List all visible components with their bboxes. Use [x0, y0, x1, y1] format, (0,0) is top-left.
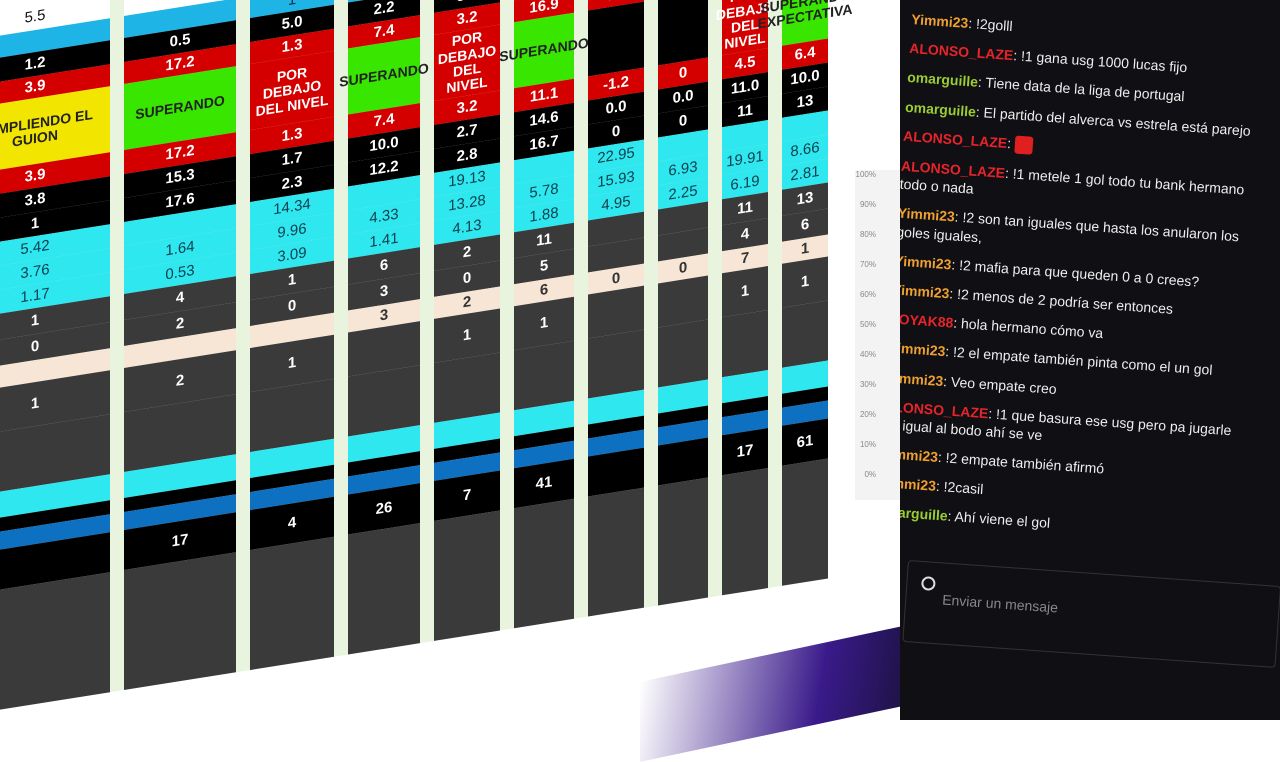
chat-text: !2 mafia para que queden 0 a 0 crees?	[959, 257, 1200, 290]
sheet-column: 0.05.519.94.8POR DEBAJO DEL NIVEL4.511.0…	[722, 0, 768, 595]
chat-username: omarguille	[907, 69, 979, 90]
chat-text: Tiene data de la liga de portugal	[985, 75, 1185, 105]
status-cell	[588, 2, 644, 77]
cell	[124, 552, 236, 690]
cell	[588, 488, 644, 617]
cell	[250, 537, 334, 670]
chat-username: Yimmi23	[900, 340, 946, 360]
status-cell: SUPERANDO	[348, 37, 420, 114]
cell	[658, 320, 708, 388]
chat-username: TOYAK88	[900, 310, 954, 330]
chat-username: ALONSO_LAZE	[903, 127, 1008, 150]
chat-text: hola hermano cómo va	[961, 315, 1104, 341]
cell	[782, 301, 828, 368]
chat-input[interactable]: Enviar un mensaje	[902, 560, 1280, 668]
chat-text: !2casil	[943, 479, 984, 498]
status-cell: SUPERANDO	[514, 13, 574, 89]
chat-username: Yimmi23	[900, 474, 936, 494]
screen: {"sheet":{ "upper_rows":[ ["0.0","0.0","…	[0, 0, 1280, 720]
cell	[434, 510, 500, 640]
chat-username: ALONSO_LAZE	[909, 40, 1014, 63]
axis-label: 60%	[855, 290, 900, 320]
status-cell	[658, 0, 708, 65]
chat-text: Veo empate creo	[951, 373, 1058, 396]
cell	[434, 352, 500, 422]
axis-label: 30%	[855, 380, 900, 410]
chat-text: !1 gana usg 1000 lucas fijo	[1021, 48, 1188, 76]
cell	[588, 330, 644, 399]
chat-text: !2golll	[976, 16, 1014, 35]
cell	[348, 523, 420, 654]
status-cell: POR DEBAJO DEL NIVEL	[434, 24, 500, 100]
chat-username: Yimmi23	[900, 369, 944, 389]
cell	[514, 499, 574, 629]
chat-username: Yimmi23	[900, 205, 955, 225]
chat-username: Yimmi23	[900, 281, 950, 301]
chat-text: El partido del alverca vs estrela está p…	[983, 104, 1251, 139]
chat-text: !2 empate también afirmó	[945, 450, 1104, 477]
axis-label: 70%	[855, 260, 900, 290]
chat-username: Yimmi23	[911, 11, 969, 31]
emote	[1014, 136, 1033, 155]
cell: 1	[722, 266, 768, 317]
axis-label: 20%	[855, 410, 900, 440]
sheet-column: 0.01.50.517.2SUPERANDO17.215.317.61.640.…	[124, 0, 236, 690]
axis-label: 40%	[855, 350, 900, 380]
chat-username: Yimmi23	[900, 252, 952, 272]
chat-text: Ahí viene el gol	[954, 509, 1051, 532]
chat-username: Yimmi23	[900, 445, 939, 465]
sheet-column: 0.01.523.816.9SUPERANDO11.114.616.75.781…	[514, 0, 574, 628]
axis-label: 80%	[855, 230, 900, 260]
chart-axis: 100%90%80%70%60%50%40%30%20%10%0%	[855, 170, 900, 500]
axis-label: 90%	[855, 200, 900, 230]
axis-label: 100%	[855, 170, 900, 200]
axis-label: 0%	[855, 470, 900, 500]
sheet-column: 0.01.55.8-6.600.006.932.250	[658, 0, 708, 605]
chat-text: !2 menos de 2 podría ser entonces	[957, 286, 1174, 317]
sheet-column: 0.01.512.27.4SUPERANDO7.410.012.24.331.4…	[348, 0, 420, 655]
axis-label: 50%	[855, 320, 900, 350]
cell	[0, 572, 110, 716]
cell: 1	[782, 257, 828, 308]
cell	[514, 341, 574, 411]
chat-username: omarguille	[900, 503, 948, 524]
input-placeholder: Enviar un mensaje	[942, 592, 1059, 616]
cell	[782, 459, 828, 586]
cell	[722, 468, 768, 595]
chat-username: omarguille	[905, 98, 977, 119]
chat-text: !2 el empate también pinta como el un go…	[953, 344, 1213, 378]
cell	[722, 310, 768, 377]
input-icon	[921, 576, 936, 591]
cell	[658, 478, 708, 606]
axis-label: 10%	[855, 440, 900, 470]
